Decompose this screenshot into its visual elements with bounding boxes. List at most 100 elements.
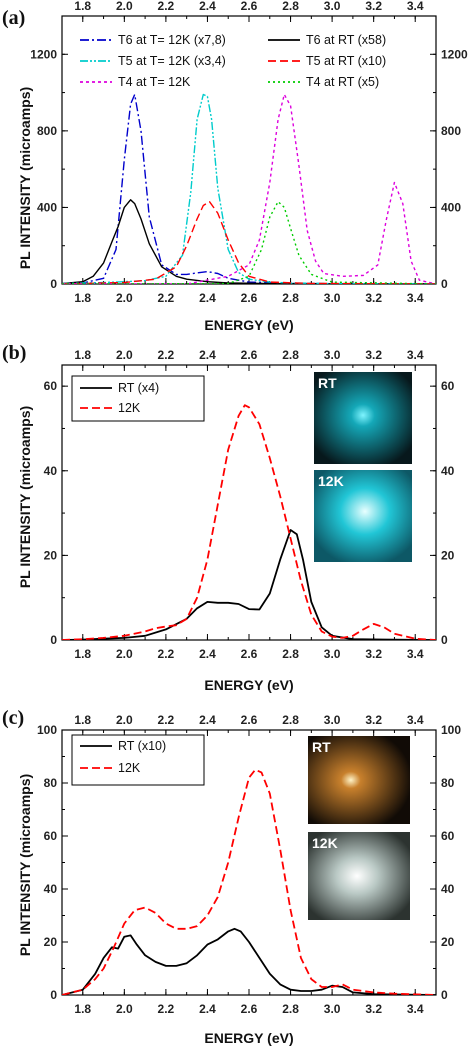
x-tick-label-top: 3.2 [365,713,382,727]
legend-label: 12K [118,761,141,775]
panel-label: (a) [2,7,25,29]
x-axis-title: ENERGY (eV) [204,317,293,333]
x-tick-label-top: 2.0 [116,348,133,362]
x-tick-label: 2.8 [282,291,299,305]
series-line-2 [62,199,436,284]
legend-box [71,375,205,422]
y-tick-label: 80 [44,776,58,790]
x-tick-label-top: 2.6 [241,0,258,13]
chart-panel-2: 1.8 1.8 2.0 2.0 2.2 2.2 2.4 2.4 2.6 2.6 2.8 2.8 3.0 3… [2,342,455,693]
inset-photo-12k [308,832,410,920]
y-tick-label-right: 60 [441,379,455,393]
x-tick-label: 2.4 [199,647,216,661]
series-line-6 [62,201,436,284]
x-tick-label: 2.2 [158,1002,175,1016]
legend-label: RT (x4) [118,381,159,395]
panel-label: (b) [2,342,26,364]
series-line-5 [62,93,436,284]
chart-panel-3: 1.8 1.8 2.0 2.0 2.2 2.2 2.4 2.4 2.6 2.6 2.8 2.8 3.0 3… [2,707,461,1046]
x-axis-title: ENERGY (eV) [204,677,293,693]
x-tick-label-top: 2.8 [282,348,299,362]
x-tick-label: 1.8 [74,1002,91,1016]
y-tick-label: 0 [50,633,57,647]
legend-label: 12K [118,401,141,415]
legend-label: T5 at T= 12K (x3,4) [118,54,226,68]
x-tick-label: 1.8 [74,291,91,305]
x-tick-label-top: 2.2 [158,0,175,13]
x-tick-label: 2.6 [241,291,258,305]
chart-panel-1: 1.8 1.8 2.0 2.0 2.2 2.2 2.4 2.4 2.6 2.6 2.8 2.8 3.0 3… [2,0,468,333]
series-line-1 [62,93,436,284]
inset-photo-12k [314,470,412,562]
x-tick-label: 2.4 [199,1002,216,1016]
x-tick-label-top: 1.8 [74,713,91,727]
y-tick-label-right: 800 [441,124,461,138]
y-tick-label-right: 40 [441,464,455,478]
y-tick-label-right: 0 [441,988,448,1002]
inset-label: 12K [312,835,338,851]
y-tick-label-right: 20 [441,548,455,562]
x-tick-label: 2.4 [199,291,216,305]
series-line-2 [62,404,436,640]
x-tick-label: 3.0 [324,291,341,305]
x-tick-label: 3.2 [365,647,382,661]
legend-label: RT (x10) [118,739,166,753]
legend-label: T4 at RT (x5) [306,75,379,89]
x-tick-label-top: 3.4 [407,348,424,362]
x-tick-label-top: 1.8 [74,0,91,13]
series-line-1 [62,927,436,995]
y-tick-label-right: 1200 [441,47,468,61]
y-tick-label-right: 100 [441,723,461,737]
x-tick-label-top: 3.0 [324,713,341,727]
panel-label: (c) [2,707,24,729]
x-tick-label: 2.8 [282,647,299,661]
y-tick-label: 800 [37,124,57,138]
x-tick-label: 2.8 [282,1002,299,1016]
inset-label: RT [312,739,331,755]
x-tick-label: 3.0 [324,1002,341,1016]
x-tick-label-top: 2.2 [158,348,175,362]
x-tick-label: 2.0 [116,647,133,661]
x-tick-label-top: 2.4 [199,348,216,362]
y-tick-label-right: 400 [441,200,461,214]
x-tick-label-top: 2.4 [199,713,216,727]
x-tick-label-top: 3.0 [324,348,341,362]
y-tick-label: 100 [37,723,57,737]
y-tick-label: 0 [50,988,57,1002]
y-tick-label-right: 0 [441,277,448,291]
y-tick-label: 0 [50,277,57,291]
y-tick-label: 20 [44,935,58,949]
inset-photo-rt [308,736,410,824]
x-tick-label-top: 3.4 [407,0,424,13]
series-line-2 [62,768,436,995]
legend-label: T5 at RT (x10) [306,54,386,68]
legend-label: T6 at T= 12K (x7,8) [118,33,226,47]
legend-label: T4 at T= 12K [118,75,191,89]
y-tick-label-right: 20 [441,935,455,949]
x-tick-label: 2.0 [116,1002,133,1016]
x-tick-label: 3.4 [407,1002,424,1016]
inset-label: RT [318,375,337,391]
y-axis-title: PL INTENSITY (microamps) [17,87,33,269]
series-line-3 [62,93,436,284]
x-tick-label: 3.2 [365,1002,382,1016]
y-tick-label-right: 0 [441,633,448,647]
y-tick-label: 1200 [30,47,57,61]
series-group [62,93,436,284]
y-axis-title: PL INTENSITY (microamps) [17,406,33,588]
x-tick-label-top: 3.0 [324,0,341,13]
y-tick-label-right: 80 [441,776,455,790]
x-tick-label-top: 2.6 [241,348,258,362]
x-tick-label-top: 2.0 [116,0,133,13]
x-tick-label-top: 2.0 [116,713,133,727]
series-group [62,768,436,995]
y-tick-label-right: 60 [441,829,455,843]
x-tick-label: 3.2 [365,291,382,305]
y-tick-label-right: 40 [441,882,455,896]
x-tick-label: 2.6 [241,647,258,661]
x-tick-label-top: 2.4 [199,0,216,13]
x-tick-label: 3.4 [407,291,424,305]
y-tick-label: 60 [44,829,58,843]
x-tick-label-top: 2.8 [282,713,299,727]
